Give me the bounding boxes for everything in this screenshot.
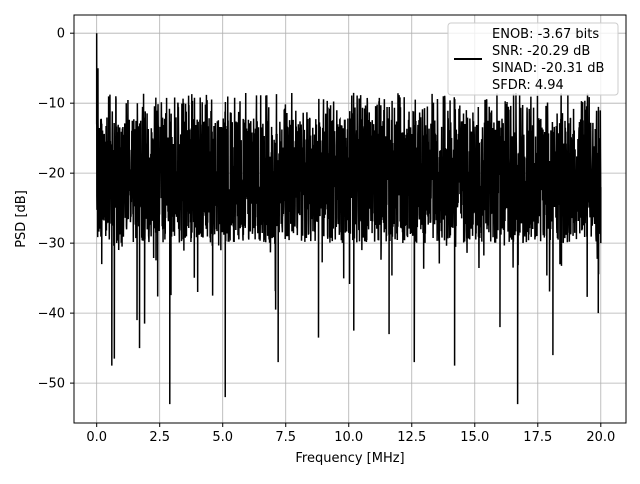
axis-ticks: 0.0 2.5 5.0 7.5 10.0 12.5 15.0 17.5 20.0 0 −10 −20 −…	[38, 27, 616, 445]
plot-frame	[73, 14, 627, 424]
y-tick-label: −30	[38, 237, 65, 252]
legend-box	[447, 22, 619, 96]
legend: ENOB: -3.67 bits SNR: -20.29 dB SINAD: -…	[447, 22, 619, 96]
x-tick-label: 15.0	[460, 430, 489, 445]
x-tick-label: 10.0	[334, 430, 363, 445]
y-tick-label: 0	[57, 27, 65, 42]
legend-snr-text: SNR: -20.29 dB	[492, 44, 590, 59]
x-axis-label: Frequency [MHz]	[295, 451, 404, 466]
x-tick-label: 7.5	[275, 430, 296, 445]
x-tick-label: 17.5	[523, 430, 552, 445]
y-tick-label: −20	[38, 167, 65, 182]
x-tick-label: 2.5	[149, 430, 170, 445]
legend-sfdr-text: SFDR: 4.94	[492, 78, 564, 93]
legend-enob-text: ENOB: -3.67 bits	[492, 27, 599, 42]
legend-sinad-text: SINAD: -20.31 dB	[492, 61, 604, 76]
y-tick-label: −50	[38, 377, 65, 392]
y-axis-label: PSD [dB]	[14, 190, 29, 248]
x-tick-label: 0.0	[86, 430, 107, 445]
x-tick-label: 12.5	[397, 430, 426, 445]
x-tick-label: 5.0	[212, 430, 233, 445]
plot-area-data	[95, 33, 602, 405]
psd-series-line	[95, 33, 602, 405]
y-tick-label: −40	[38, 307, 65, 322]
y-tick-label: −10	[38, 97, 65, 112]
x-tick-label: 20.0	[586, 430, 615, 445]
